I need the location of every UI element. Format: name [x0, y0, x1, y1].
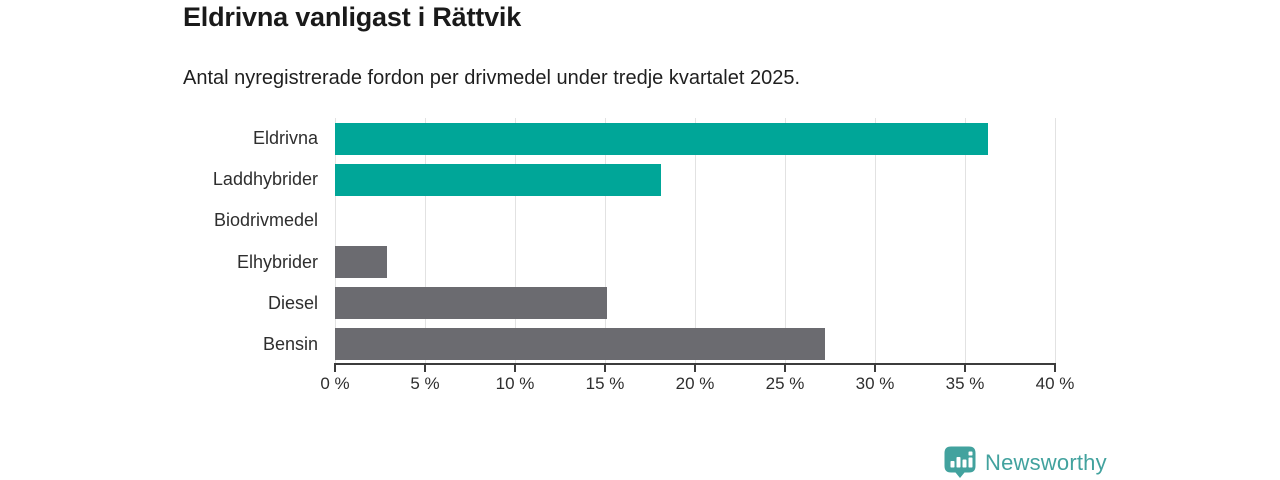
category-label-bensin: Bensin [262, 333, 318, 354]
x-tick-label-0: 0 % [320, 374, 350, 393]
bar-diesel [335, 287, 607, 320]
gridline-0 [334, 118, 336, 365]
x-tick-label-35: 35 % [945, 374, 985, 393]
category-label-diesel: Diesel [267, 292, 318, 313]
category-label-elhybrider: Elhybrider [236, 251, 318, 272]
bar-eldrivna [335, 122, 989, 155]
gridline-15 [604, 118, 606, 365]
gridline-5 [424, 118, 426, 365]
x-tick-label-20: 20 % [675, 374, 715, 393]
gridline-30 [874, 118, 876, 365]
chart-title: Eldrivna vanligast i Rättvik [183, 2, 522, 32]
x-axis-line [334, 363, 1056, 365]
bar-elhybrider [335, 246, 388, 279]
x-tick-5 [424, 365, 426, 372]
category-label-biodrivmedel: Biodrivmedel [213, 210, 318, 231]
x-tick-40 [1054, 365, 1056, 372]
category-axis-labels: Eldrivna Laddhybrider Biodrivmedel Elhybrid… [0, 118, 318, 365]
x-tick-label-5: 5 % [410, 374, 440, 393]
x-tick-label-30: 30 % [855, 374, 895, 393]
x-tick-15 [604, 365, 606, 372]
bar-chart-pin-icon [944, 446, 976, 478]
x-tick-label-10: 10 % [495, 374, 535, 393]
x-tick-35 [964, 365, 966, 372]
newsworthy-logo-text: Newsworthy [985, 449, 1107, 475]
category-label-eldrivna: Eldrivna [252, 128, 318, 148]
x-tick-label-25: 25 % [765, 374, 805, 393]
bar-bensin [335, 328, 825, 361]
gridline-40 [1054, 118, 1056, 365]
x-tick-20 [694, 365, 696, 372]
category-label-laddhybrider: Laddhybrider [212, 169, 318, 190]
gridline-25 [784, 118, 786, 365]
bar-laddhybrider [335, 163, 661, 196]
x-tick-0 [334, 365, 336, 372]
newsworthy-logo: Newsworthy [944, 446, 1107, 479]
gridline-35 [964, 118, 966, 365]
x-tick-10 [514, 365, 516, 372]
x-tick-25 [784, 365, 786, 372]
x-tick-30 [874, 365, 876, 372]
chart-subtitle: Antal nyregistrerade fordon per drivmede… [183, 67, 801, 89]
gridline-10 [514, 118, 516, 365]
plot-area [334, 118, 1056, 365]
x-tick-label-40: 40 % [1035, 374, 1075, 393]
x-tick-label-15: 15 % [585, 374, 625, 393]
gridline-20 [694, 118, 696, 365]
